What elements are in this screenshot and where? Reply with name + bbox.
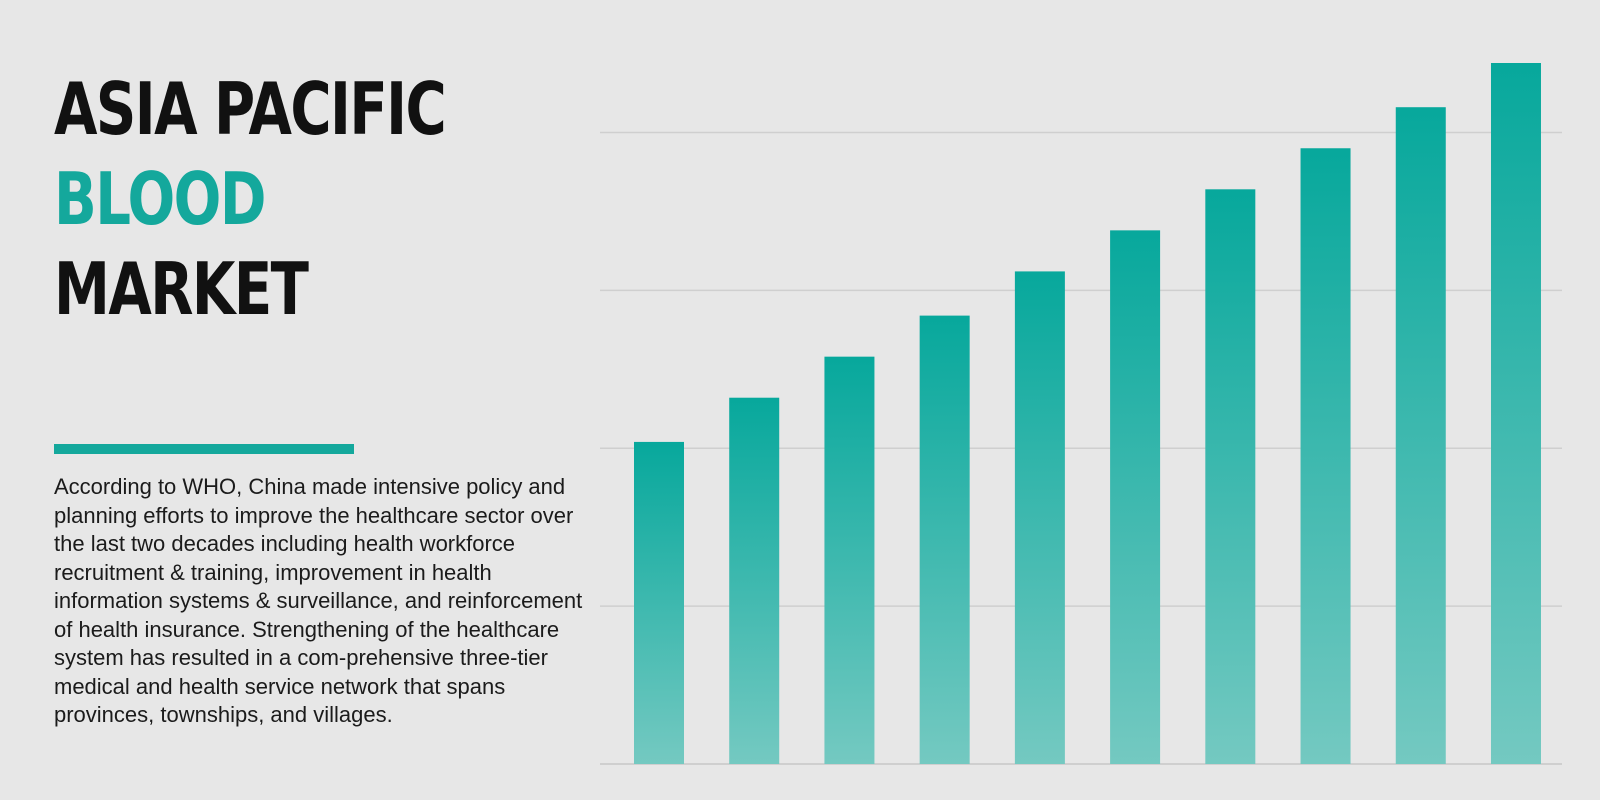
accent-divider xyxy=(54,444,354,454)
chart-bar xyxy=(919,315,970,764)
chart-bar xyxy=(1014,271,1065,764)
chart-bar xyxy=(634,441,684,764)
title-line-asia-pacific: ASIA PACIFIC xyxy=(54,67,447,151)
chart-bar xyxy=(1300,148,1351,764)
bar-chart xyxy=(600,63,1562,765)
chart-bar xyxy=(1395,107,1446,764)
title-line-blood: BLOOD xyxy=(54,157,266,241)
chart-bar xyxy=(1205,189,1256,765)
chart-bar xyxy=(1110,230,1161,765)
page-title: ASIA PACIFIC BLOOD MARKET xyxy=(54,64,447,334)
description-text: According to WHO, China made intensive p… xyxy=(54,474,583,727)
chart-bars xyxy=(634,63,1541,765)
chart-bar xyxy=(729,397,780,764)
title-line-market: MARKET xyxy=(54,247,309,331)
chart-bar xyxy=(1490,63,1541,764)
chart-bar xyxy=(824,356,875,764)
